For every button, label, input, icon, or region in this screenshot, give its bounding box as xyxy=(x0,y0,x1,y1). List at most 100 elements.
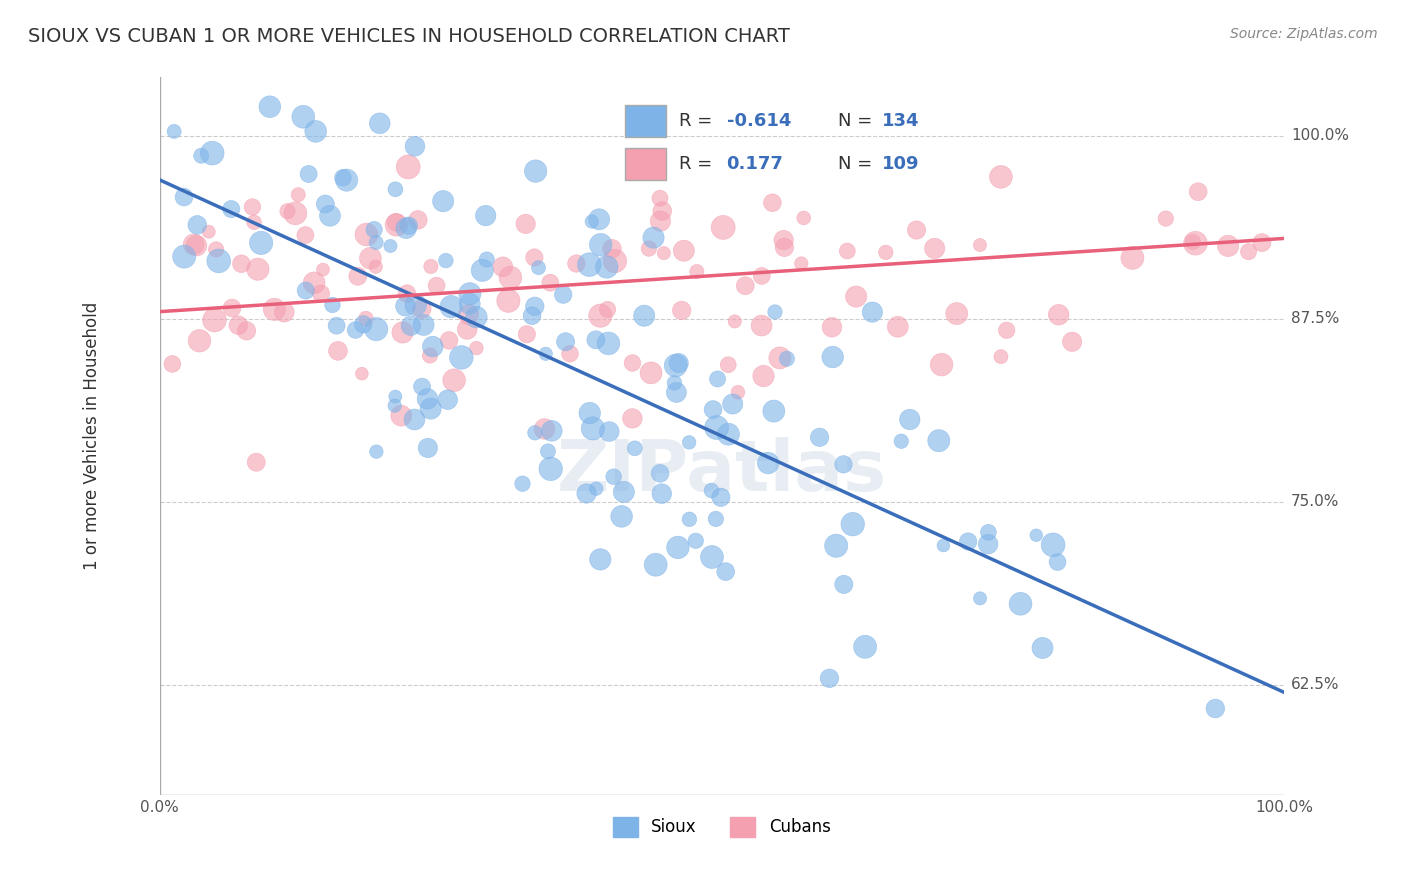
Point xyxy=(585,482,607,496)
Text: R =: R = xyxy=(679,155,718,173)
Text: N =: N = xyxy=(838,112,877,130)
Point xyxy=(621,356,644,370)
Point xyxy=(995,323,1018,337)
Point xyxy=(263,302,285,317)
Point xyxy=(385,218,408,232)
Point xyxy=(727,385,749,400)
Point xyxy=(1062,334,1084,349)
Point xyxy=(1251,235,1274,250)
Point xyxy=(319,209,342,223)
Point xyxy=(523,425,546,440)
Point xyxy=(284,206,307,220)
Point xyxy=(465,310,488,325)
Point xyxy=(395,221,418,235)
Point xyxy=(523,251,546,265)
Point xyxy=(969,238,991,252)
Point xyxy=(437,334,460,348)
Point xyxy=(294,284,316,298)
Point xyxy=(475,252,498,267)
Point xyxy=(932,539,955,553)
Point xyxy=(644,558,666,572)
Point xyxy=(312,262,335,277)
Point xyxy=(665,359,688,373)
Point xyxy=(589,237,612,252)
Point xyxy=(969,591,991,606)
Point xyxy=(325,318,347,333)
Point xyxy=(540,462,562,476)
Point xyxy=(352,318,374,332)
Point xyxy=(832,458,855,472)
Point xyxy=(554,334,576,349)
Point xyxy=(672,244,695,258)
Point xyxy=(457,308,479,322)
Point xyxy=(523,299,546,313)
Point xyxy=(714,565,737,579)
Point xyxy=(898,412,921,426)
Point xyxy=(366,322,388,336)
Point xyxy=(384,390,406,404)
Point xyxy=(208,253,231,268)
Point xyxy=(412,318,434,332)
Point xyxy=(761,195,783,210)
Point xyxy=(384,399,406,413)
Point xyxy=(773,240,796,254)
Point xyxy=(465,341,488,355)
Point xyxy=(751,268,773,283)
Point xyxy=(589,552,612,566)
Text: 109: 109 xyxy=(882,155,920,173)
Point xyxy=(756,456,779,470)
Point xyxy=(977,537,1000,551)
Text: 1 or more Vehicles in Household: 1 or more Vehicles in Household xyxy=(83,302,101,570)
Point xyxy=(246,262,269,277)
Point xyxy=(596,260,619,274)
Point xyxy=(769,351,792,365)
Point xyxy=(832,577,855,591)
Point xyxy=(456,322,478,336)
Point xyxy=(1237,244,1260,259)
Point xyxy=(581,214,603,228)
Point xyxy=(706,372,728,386)
Point xyxy=(1047,308,1070,322)
Point xyxy=(350,367,373,381)
Point xyxy=(197,225,219,239)
Point xyxy=(905,223,928,237)
Point xyxy=(1031,640,1053,655)
Point xyxy=(711,220,734,235)
Point xyxy=(426,278,449,293)
Point xyxy=(385,215,408,229)
FancyBboxPatch shape xyxy=(626,105,666,137)
Point xyxy=(204,313,226,327)
Point xyxy=(276,204,298,219)
Point xyxy=(651,204,673,219)
Point xyxy=(411,379,433,393)
Point xyxy=(875,245,897,260)
Point xyxy=(436,392,458,407)
Point xyxy=(808,430,831,444)
Point xyxy=(243,215,266,229)
Point xyxy=(821,320,844,334)
Point xyxy=(391,326,413,340)
Point xyxy=(762,404,785,418)
Point xyxy=(368,116,391,130)
Point xyxy=(221,301,243,315)
Point xyxy=(704,512,727,526)
Point xyxy=(685,533,707,548)
Point xyxy=(1216,239,1239,253)
Point xyxy=(450,351,472,365)
Point xyxy=(359,251,381,265)
Point xyxy=(638,242,661,256)
Point xyxy=(512,476,534,491)
Point xyxy=(585,333,607,347)
Point xyxy=(565,256,588,270)
Point xyxy=(186,218,208,232)
Point xyxy=(231,257,253,271)
Text: 75.0%: 75.0% xyxy=(1291,494,1339,509)
Point xyxy=(1046,555,1069,569)
Point xyxy=(686,264,709,278)
Point xyxy=(853,640,876,654)
Point xyxy=(825,539,848,553)
Point xyxy=(1184,236,1206,251)
Point xyxy=(928,434,950,448)
Point xyxy=(474,209,496,223)
Point xyxy=(1121,251,1143,265)
